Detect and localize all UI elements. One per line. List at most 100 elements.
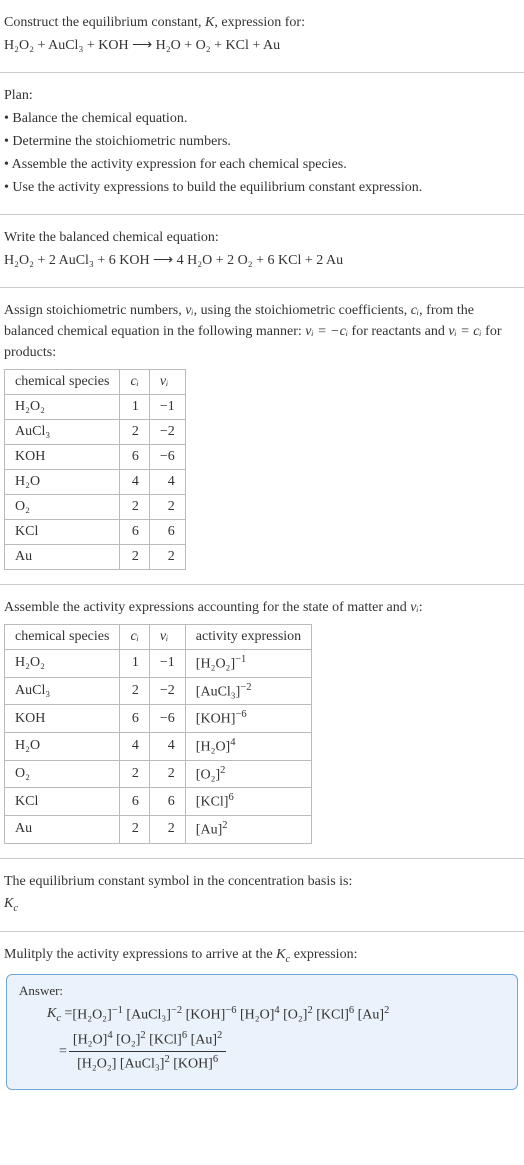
assign-a: Assign stoichiometric numbers,	[4, 303, 185, 318]
t1-sp: H₂O₂	[5, 395, 120, 420]
term-base: [AuCl₃]	[126, 1008, 171, 1023]
t1-sp: AuCl₃	[5, 420, 120, 445]
term-base: [KOH]	[173, 1057, 213, 1072]
t1-n: −2	[149, 420, 185, 445]
t2-base: [Au]	[196, 823, 222, 838]
intro-products: H₂O + O₂ + KCl + Au	[156, 38, 280, 53]
kc-c: c	[13, 902, 18, 913]
table-row: KCl66[KCl]6	[5, 788, 312, 816]
t1-n: 2	[149, 545, 185, 570]
plan-bullet-2: • Determine the stoichiometric numbers.	[4, 131, 520, 152]
term-exp: 6	[213, 1054, 218, 1065]
t2-c: 2	[120, 760, 149, 788]
answer-terms: [H₂O₂]−1 [AuCl₃]−2 [KOH]−6 [H₂O]4 [O₂]2 …	[72, 1003, 389, 1026]
t1-h2-i: cᵢ	[130, 374, 138, 389]
t2-act: [KOH]−6	[185, 705, 311, 733]
t1-c: 2	[120, 495, 149, 520]
table-row: H₂O44	[5, 470, 186, 495]
assign-rel1: νᵢ = −cᵢ	[305, 324, 348, 339]
t2-exp: 4	[230, 737, 235, 748]
balanced-equation: H₂O₂ + 2 AuCl₃ + 6 KOH ⟶ 4 H₂O + 2 O₂ + …	[4, 252, 520, 269]
assign-rel2: νᵢ = cᵢ	[448, 324, 481, 339]
term-base: [Au]	[191, 1033, 217, 1048]
answer-line1: Kc = [H₂O₂]−1 [AuCl₃]−2 [KOH]−6 [H₂O]4 […	[47, 1003, 505, 1027]
t2-h3: νᵢ	[149, 625, 185, 650]
term-base: [KOH]	[186, 1008, 226, 1023]
term-exp: −1	[112, 1005, 123, 1016]
multiply-b: expression:	[290, 947, 357, 962]
table-row: O₂22	[5, 495, 186, 520]
intro-K: K	[205, 15, 214, 30]
multiply-text: Mulitply the activity expressions to arr…	[4, 944, 520, 968]
assemble-a: Assemble the activity expressions accoun…	[4, 600, 410, 615]
intro-section: Construct the equilibrium constant, K, e…	[0, 0, 524, 73]
t2-exp: −2	[240, 682, 251, 693]
t2-h2: cᵢ	[120, 625, 149, 650]
answer-lhs: Kc =	[47, 1003, 72, 1027]
balanced-heading: Write the balanced chemical equation:	[4, 227, 520, 248]
t2-sp: KOH	[5, 705, 120, 733]
answer-K: K	[47, 1006, 56, 1021]
kc-K: K	[4, 896, 13, 911]
table-row: H₂O₂1−1	[5, 395, 186, 420]
t2-sp: KCl	[5, 788, 120, 816]
t1-sp: O₂	[5, 495, 120, 520]
answer-fraction: [H₂O]4 [O₂]2 [KCl]6 [Au]2 [H₂O₂] [AuCl₃]…	[69, 1028, 226, 1074]
intro-arrow: ⟶	[129, 38, 156, 53]
multiply-section: Mulitply the activity expressions to arr…	[0, 932, 524, 1107]
t2-n: 2	[149, 760, 185, 788]
t1-sp: KCl	[5, 520, 120, 545]
plan-section: Plan: • Balance the chemical equation. •…	[0, 73, 524, 215]
answer-frac-num: [H₂O]4 [O₂]2 [KCl]6 [Au]2	[69, 1028, 226, 1052]
t2-c: 6	[120, 705, 149, 733]
term-base: [KCl]	[149, 1033, 182, 1048]
t2-base: [H₂O]	[196, 740, 230, 755]
t1-sp: KOH	[5, 445, 120, 470]
term-base: [H₂O]	[73, 1033, 107, 1048]
t2-base: [KCl]	[196, 795, 229, 810]
term-base: [H₂O]	[240, 1008, 274, 1023]
t2-exp: 2	[222, 820, 227, 831]
table-row: H₂O₂1−1[H₂O₂]−1	[5, 650, 312, 678]
t1-c: 4	[120, 470, 149, 495]
t2-h3-i: νᵢ	[160, 629, 168, 644]
t2-n: −6	[149, 705, 185, 733]
assign-ci: cᵢ	[411, 303, 419, 318]
term-base: [O₂]	[116, 1033, 140, 1048]
term-exp: 4	[274, 1005, 279, 1016]
term-exp: 2	[164, 1054, 169, 1065]
plan-bullet-3: • Assemble the activity expression for e…	[4, 154, 520, 175]
table-row: O₂22[O₂]2	[5, 760, 312, 788]
term-base: [H₂O₂]	[72, 1008, 111, 1023]
t2-c: 2	[120, 677, 149, 705]
t2-exp: 6	[228, 792, 233, 803]
assign-b: , using the stoichiometric coefficients,	[194, 303, 411, 318]
t1-n: −1	[149, 395, 185, 420]
answer-frac-den: [H₂O₂] [AuCl₃]2 [KOH]6	[69, 1052, 226, 1075]
t2-sp: O₂	[5, 760, 120, 788]
balanced-section: Write the balanced chemical equation: H₂…	[0, 215, 524, 288]
multiply-a: Mulitply the activity expressions to arr…	[4, 947, 276, 962]
t1-c: 6	[120, 520, 149, 545]
t2-n: −2	[149, 677, 185, 705]
term-exp: −2	[171, 1005, 182, 1016]
t2-base: [O₂]	[196, 767, 220, 782]
assign-d: for reactants and	[348, 324, 448, 339]
term-exp: −6	[225, 1005, 236, 1016]
table-row: Au22[Au]2	[5, 815, 312, 843]
assemble-nui: νᵢ	[410, 600, 418, 615]
table-row: chemical species cᵢ νᵢ activity expressi…	[5, 625, 312, 650]
t1-sp: H₂O	[5, 470, 120, 495]
t2-exp: −6	[235, 709, 246, 720]
multiply-K: K	[276, 947, 285, 962]
t1-h3: νᵢ	[149, 370, 185, 395]
term-exp: 4	[107, 1030, 112, 1041]
t2-base: [KOH]	[196, 712, 236, 727]
t2-act: [Au]2	[185, 815, 311, 843]
t1-c: 1	[120, 395, 149, 420]
t2-act: [O₂]2	[185, 760, 311, 788]
t2-base: [AuCl₃]	[196, 684, 241, 699]
assign-nui: νᵢ	[185, 303, 193, 318]
answer-body: Kc = [H₂O₂]−1 [AuCl₃]−2 [KOH]−6 [H₂O]4 […	[19, 1003, 505, 1075]
stoich-table-1: chemical species cᵢ νᵢ H₂O₂1−1 AuCl₃2−2 …	[4, 369, 186, 570]
